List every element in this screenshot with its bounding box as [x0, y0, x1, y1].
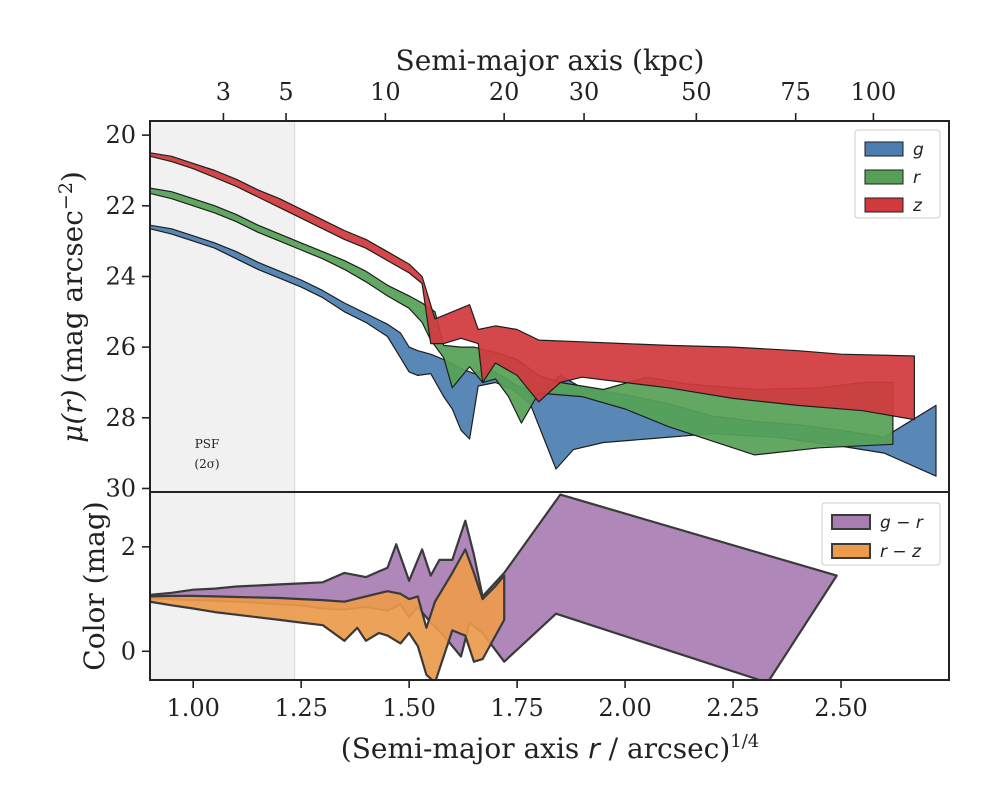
legend-label-r-z: r − z — [880, 542, 922, 562]
kpc-tick-label: 30 — [569, 78, 600, 106]
x-tick-label: 1.75 — [490, 694, 543, 722]
x-tick-label: 1.50 — [382, 694, 435, 722]
y-axis-title-color: Color (mag) — [78, 501, 111, 670]
x-tick-label: 2.50 — [814, 694, 867, 722]
y-axis-title-mu: μ(r) — [56, 389, 89, 442]
legend-bands: grz — [854, 129, 941, 219]
kpc-tick-label: 3 — [216, 78, 231, 106]
kpc-tick-label: 5 — [278, 78, 293, 106]
y-axis-title-close: ) — [56, 171, 89, 182]
y-tick-label: 2 — [121, 533, 136, 561]
y-tick-label: 30 — [105, 474, 136, 502]
color-panel: 02 1.00 1.25 1.50 1.75 2.00 2.25 2.50 Color (m… — [78, 492, 941, 765]
x-tick-label: 1.00 — [166, 694, 219, 722]
kpc-axis-title: Semi-major axis (kpc) — [396, 44, 705, 77]
y-tick-label: 0 — [121, 637, 136, 665]
x-tick-label: 1.25 — [274, 694, 327, 722]
band-z — [150, 152, 915, 421]
kpc-axis: 3 5 10 20 30 50 75 100 — [216, 78, 897, 121]
kpc-tick-label: 10 — [370, 78, 401, 106]
legend-colors: g − r r − z — [821, 502, 941, 566]
x-axis-title-var: r — [588, 732, 601, 765]
bottom-panel-frame — [149, 491, 950, 681]
kpc-tick-label: 75 — [780, 78, 811, 106]
kpc-tick-label: 100 — [851, 78, 897, 106]
x-axis-ticks: 1.00 1.25 1.50 1.75 2.00 2.25 2.50 — [166, 680, 868, 722]
surface-brightness-panel: PSF (2σ) 20 22 24 26 28 30 3 5 10 20 30 50 75 100 Se… — [55, 44, 941, 502]
y-axis-title-surface-brightness: μ(r) (mag arcsec−2) — [55, 171, 89, 443]
legend-label-r: r — [913, 168, 921, 188]
legend-swatch-r-z — [831, 543, 871, 559]
y-tick-label: 20 — [105, 121, 136, 149]
x-axis-title-main: (Semi-major axis — [341, 732, 588, 765]
band-r-z — [150, 548, 506, 680]
y-tick-label: 26 — [105, 333, 136, 361]
x-axis-title-rest: / arcsec) — [600, 732, 731, 765]
psf-label-sigma: (2σ) — [194, 457, 219, 471]
x-tick-label: 2.25 — [706, 694, 759, 722]
x-tick-label: 2.00 — [598, 694, 651, 722]
legend-label-z: z — [912, 196, 923, 216]
legend-swatch-z — [864, 197, 904, 213]
x-axis-title: (Semi-major axis r / arcsec)1/4 — [341, 731, 759, 765]
band-g — [150, 224, 937, 477]
legend-swatch-r — [864, 169, 904, 185]
y-axis-title-unit: (mag arcsec — [56, 210, 89, 383]
y-tick-label: 22 — [105, 192, 136, 220]
y-tick-label: 28 — [105, 404, 136, 432]
surface-brightness-bands — [150, 152, 937, 477]
color-bands — [150, 493, 838, 680]
kpc-tick-label: 20 — [489, 78, 520, 106]
legend-label-g: g — [913, 140, 924, 160]
psf-region-top — [150, 121, 295, 492]
kpc-tick-label: 50 — [681, 78, 712, 106]
legend-label-g-r: g − r — [880, 513, 924, 533]
y-axis-ticks-top: 20 22 24 26 28 30 — [105, 121, 150, 502]
legend-swatch-g — [864, 141, 904, 157]
psf-label: PSF — [195, 437, 220, 451]
y-axis-title-exponent: −2 — [55, 182, 77, 210]
y-tick-label: 24 — [105, 262, 136, 290]
y-axis-ticks-bottom: 02 — [121, 533, 150, 665]
x-axis-title-exponent: 1/4 — [730, 731, 759, 752]
legend-swatch-g-r — [831, 514, 871, 530]
